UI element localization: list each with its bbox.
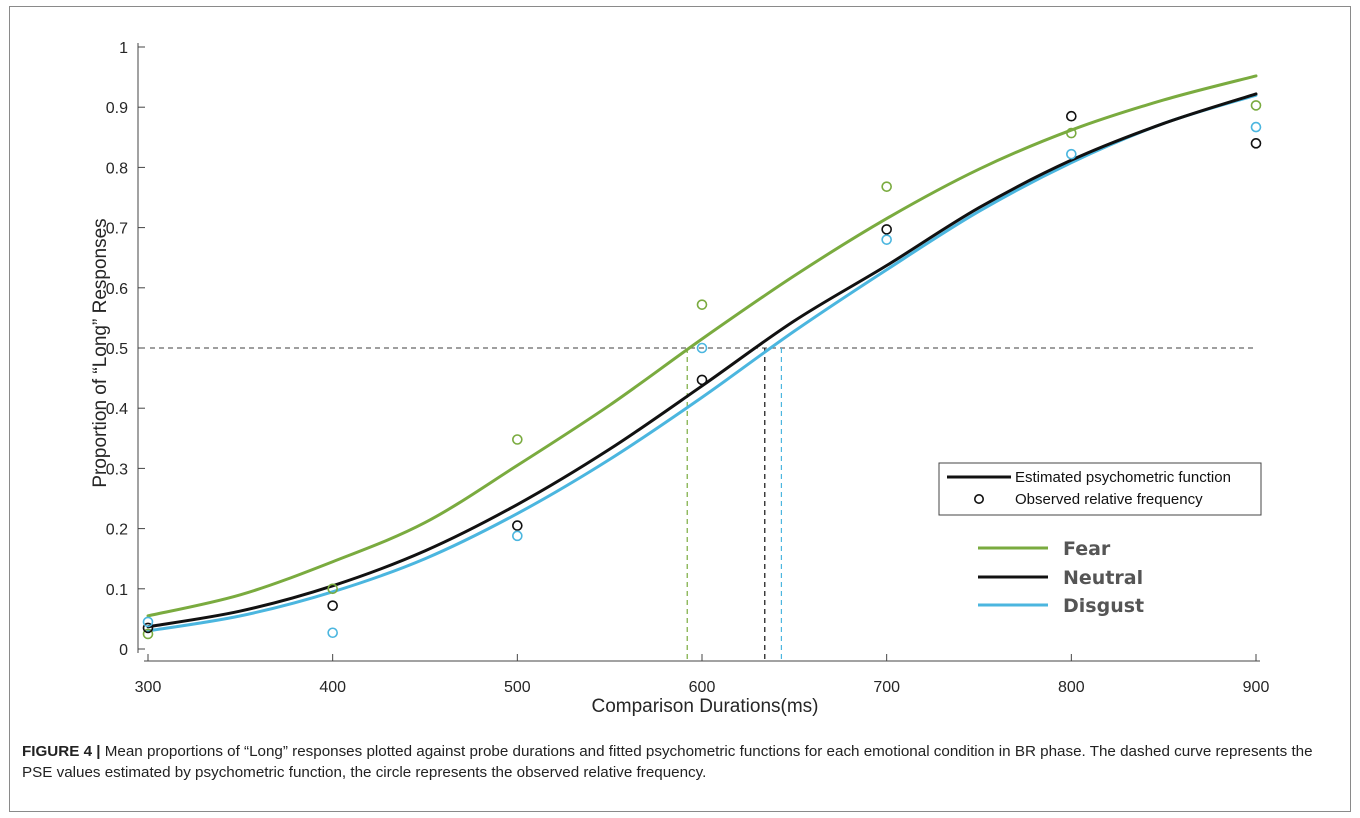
figure-frame: 0 0.1 0.2 0.3 0.4 0.5 0.6 0.7 0.8 0.9 1 300 400 500 6… — [9, 6, 1351, 812]
x-tick-label: 700 — [873, 679, 900, 696]
observed-point-neutral — [142, 622, 154, 634]
observed-point-fear — [327, 583, 338, 595]
observed-point-disgust — [512, 530, 523, 542]
y-tick-label: 0.7 — [106, 221, 128, 238]
observed-point-fear — [696, 299, 708, 310]
caption-text: Mean proportions of “Long” responses plo… — [22, 743, 1313, 781]
x-tick-label: 600 — [689, 679, 716, 696]
observed-point-disgust — [1066, 148, 1077, 160]
x-tick-label: 900 — [1243, 679, 1270, 696]
legend-fit-label: Estimated psychometric function — [1015, 469, 1231, 486]
observed-point-fear — [1250, 100, 1262, 111]
y-tick-label: 1 — [119, 40, 128, 57]
legend-series: Fear Neutral Disgust — [978, 538, 1144, 617]
observed-point-fear — [512, 434, 523, 445]
curve-disgust — [146, 93, 1258, 633]
observed-point-fear — [142, 628, 154, 640]
observed-points — [142, 100, 1262, 640]
figure-caption: FIGURE 4 | Mean proportions of “Long” re… — [22, 741, 1344, 783]
x-tick-label: 300 — [135, 679, 162, 696]
y-tick-label: 0.5 — [106, 341, 128, 358]
observed-point-fear — [881, 181, 892, 192]
x-tick-label: 500 — [504, 679, 531, 696]
y-tick-label: 0.8 — [106, 160, 128, 177]
curve-fear — [146, 74, 1258, 618]
y-tick-label: 0.6 — [106, 281, 128, 298]
legend-box — [938, 462, 1262, 516]
x-tick-label: 400 — [319, 679, 346, 696]
x-tick-label: 800 — [1058, 679, 1085, 696]
observed-point-neutral — [512, 520, 523, 531]
pse-reference-lines — [150, 347, 1257, 661]
observed-point-disgust — [696, 342, 708, 354]
y-tick-label: 0.9 — [106, 100, 128, 117]
legend-obs-marker — [973, 493, 984, 504]
legend-label-neutral: Neutral — [1063, 567, 1143, 589]
observed-point-disgust — [1250, 121, 1262, 133]
observed-point-neutral — [327, 600, 338, 611]
observed-point-neutral — [1250, 138, 1262, 149]
observed-point-disgust — [327, 627, 338, 639]
y-tick-label: 0.3 — [106, 461, 128, 478]
y-axis: 0 0.1 0.2 0.3 0.4 0.5 0.6 0.7 0.8 0.9 1 — [106, 40, 145, 659]
y-axis-label: Proportion of “Long” Responses — [90, 218, 111, 487]
observed-point-fear — [1066, 127, 1077, 139]
observed-point-disgust — [142, 616, 154, 628]
legend-label-disgust: Disgust — [1063, 595, 1144, 617]
psychometric-chart: 0 0.1 0.2 0.3 0.4 0.5 0.6 0.7 0.8 0.9 1 300 400 500 6… — [90, 40, 1270, 717]
y-tick-label: 0.1 — [106, 582, 128, 599]
y-tick-label: 0 — [119, 642, 128, 659]
observed-point-neutral — [1066, 110, 1077, 122]
x-axis: 300 400 500 600 700 800 900 — [135, 654, 1270, 696]
legend-label-fear: Fear — [1063, 538, 1111, 560]
x-axis-label: Comparison Durations(ms) — [591, 696, 818, 717]
observed-point-neutral — [696, 374, 708, 386]
caption-label: FIGURE 4 | — [22, 743, 101, 760]
legend-obs-label: Observed relative frequency — [1015, 491, 1203, 508]
legend: Estimated psychometric function Observed… — [938, 462, 1262, 617]
y-tick-label: 0.2 — [106, 522, 128, 539]
observed-point-disgust — [881, 234, 892, 245]
y-tick-label: 0.4 — [106, 401, 128, 418]
observed-point-neutral — [881, 224, 892, 235]
